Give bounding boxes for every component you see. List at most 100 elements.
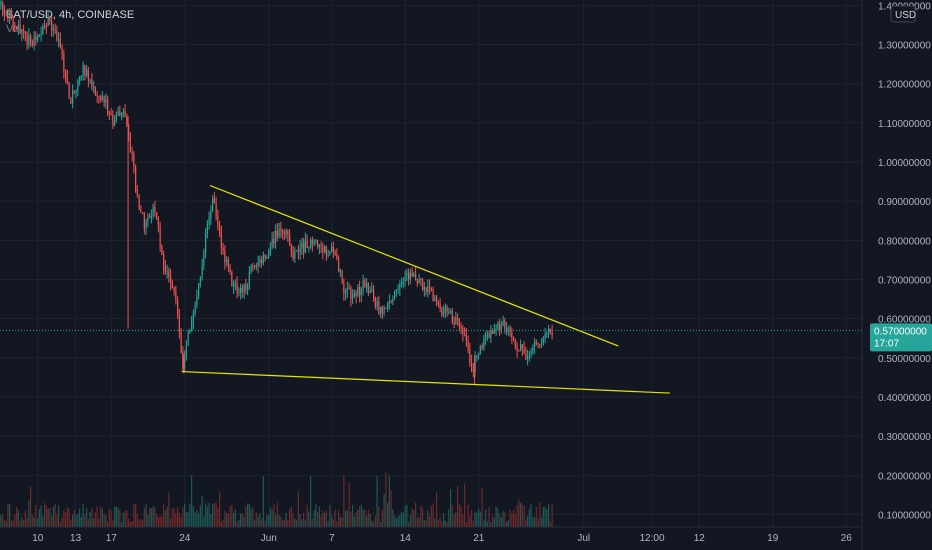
volume-bar xyxy=(484,509,487,527)
trendlines[interactable] xyxy=(181,184,670,394)
candle-body xyxy=(131,152,133,155)
volume-bar xyxy=(318,506,320,527)
currency-badge[interactable]: USD xyxy=(890,5,916,23)
candle-body xyxy=(201,265,203,278)
volume-bar xyxy=(334,509,336,527)
candle-body xyxy=(149,217,151,219)
currency-badge-box xyxy=(890,5,916,23)
candle-body xyxy=(37,35,39,40)
candle-body xyxy=(136,190,138,195)
volume-bar xyxy=(114,506,116,527)
volume-bar xyxy=(353,516,355,527)
candle-body xyxy=(101,96,103,100)
candle-body xyxy=(533,341,536,347)
candle-body xyxy=(537,342,539,345)
volume-bar xyxy=(252,506,254,527)
volume-bar xyxy=(122,512,124,527)
volume-bar xyxy=(383,494,385,527)
candle-body xyxy=(91,80,93,87)
candle-body xyxy=(86,69,88,76)
candle-body xyxy=(386,303,389,309)
volume-bar xyxy=(86,508,88,527)
candle-body xyxy=(89,80,91,82)
volume-bar xyxy=(437,519,439,527)
volume-bar xyxy=(322,510,324,527)
volume-bar xyxy=(100,506,102,527)
volume-bar xyxy=(290,506,292,527)
candle-body xyxy=(255,265,257,267)
volume-bar xyxy=(281,519,284,527)
volume-bar xyxy=(551,503,553,527)
volume-bar xyxy=(355,511,357,527)
volume-bar xyxy=(385,472,387,527)
candle-body xyxy=(213,198,215,203)
volume-bar xyxy=(68,508,70,527)
volume-bar xyxy=(402,512,404,527)
candle-body xyxy=(126,116,128,125)
volume-bar xyxy=(448,509,450,527)
candle-body xyxy=(96,95,98,97)
candle-body xyxy=(42,25,44,34)
candle-body xyxy=(546,332,548,335)
volume-bar xyxy=(126,510,128,527)
volume-bar xyxy=(372,521,375,527)
candle-body xyxy=(490,330,492,338)
candle-body xyxy=(444,307,446,313)
volume-bar xyxy=(232,513,235,527)
price-axis[interactable]: 1.400000001.300000001.200000001.10000000… xyxy=(861,0,931,550)
bar-countdown: 17:07 xyxy=(874,338,899,349)
candle-body xyxy=(80,75,82,77)
volume-bar xyxy=(121,522,123,527)
volume-bar xyxy=(138,519,140,527)
candle-body xyxy=(156,212,158,218)
volume-bar xyxy=(463,483,466,527)
candle-body xyxy=(367,283,369,294)
volume-bar xyxy=(152,506,154,527)
candle-body xyxy=(180,332,182,353)
volume-bar xyxy=(210,514,212,527)
volume-bar xyxy=(434,518,436,527)
volume-bar xyxy=(493,517,495,527)
candle-body xyxy=(316,240,319,247)
candle-body xyxy=(30,35,32,43)
candle-body xyxy=(68,83,70,98)
volume-bar xyxy=(129,521,131,527)
candle-body xyxy=(458,321,460,327)
candle-body xyxy=(322,246,324,253)
time-axis[interactable]: 10 13 17 24 Jun 7 14 21 Jul 12:00 12 19 26 xyxy=(0,526,862,544)
volume-bar xyxy=(453,514,455,527)
volume-bar xyxy=(497,508,499,527)
candle-body xyxy=(467,340,469,351)
lower-trendline[interactable] xyxy=(181,370,670,394)
candle-body xyxy=(236,282,238,293)
candle-body xyxy=(393,290,396,300)
candle-body xyxy=(301,242,303,249)
upper-trendline[interactable] xyxy=(209,184,619,347)
candle-body xyxy=(491,330,494,334)
candle-body xyxy=(243,284,245,293)
volume-bar xyxy=(14,514,16,527)
candle-body xyxy=(385,307,387,309)
candle-body xyxy=(318,244,320,247)
volume-bar xyxy=(28,500,30,527)
volume-bar xyxy=(163,504,165,527)
volume-bar xyxy=(107,521,109,527)
volume-bar xyxy=(339,516,341,527)
candle-body xyxy=(437,303,439,305)
volume-bar xyxy=(504,512,506,527)
candle-body xyxy=(362,280,364,291)
volume-bar xyxy=(371,520,373,527)
candle-body xyxy=(477,353,480,356)
candle-body xyxy=(56,31,58,41)
volume-bar xyxy=(446,521,448,527)
volume-bar xyxy=(395,518,397,527)
time-tick-label: Jun xyxy=(261,533,277,544)
volume-bar xyxy=(423,520,425,527)
volume-bar xyxy=(194,512,196,527)
volume-bar xyxy=(537,518,539,527)
candle-body xyxy=(484,334,487,340)
candle-body xyxy=(259,259,261,263)
volume-bar xyxy=(540,517,543,527)
volume-bar xyxy=(84,513,86,527)
